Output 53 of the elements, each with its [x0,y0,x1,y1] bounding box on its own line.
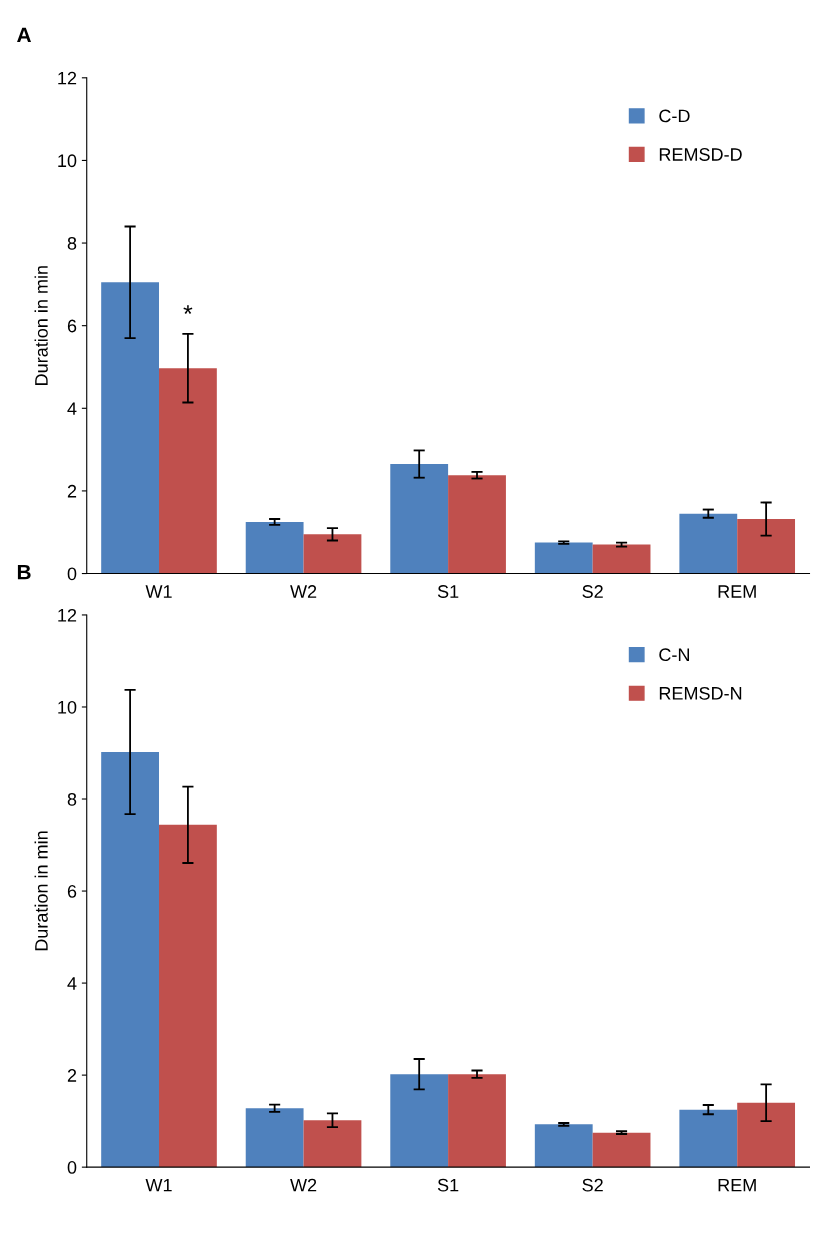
legend-label: C-N [659,648,689,662]
bar [390,1074,449,1168]
text: B [17,564,31,580]
y-tick-label: 0 [67,1161,77,1174]
bar [245,1108,304,1168]
bar [159,824,217,1168]
text: A [17,27,32,43]
bar [390,464,449,574]
bar [159,368,217,574]
legend-label: REMSD-N [659,686,742,700]
y-tick-label: 6 [67,319,77,333]
bar [448,1074,506,1168]
bar [101,752,160,1168]
bar [592,1132,651,1168]
bar [303,534,362,574]
bar [534,1124,593,1168]
y-tick-label: 10 [58,154,77,168]
y-tick-label: 2 [67,1069,77,1082]
bar [679,513,738,574]
x-tick-label: W1 [145,1178,172,1192]
y-tick-label: 8 [67,236,77,250]
bar [101,282,160,574]
y-tick-label: 2 [67,484,77,498]
y-axis-title: Duration in min [34,266,48,385]
bar [245,521,304,574]
x-tick-label: S1 [437,585,459,598]
y-axis-title: Duration in min [34,831,48,951]
bar [679,1109,738,1168]
x-tick-label: S2 [582,1178,603,1192]
bar [448,475,506,574]
legend-label: REMSD-D [659,148,742,161]
legend-label: C-D [659,109,690,123]
bar [303,1120,362,1168]
bar [534,542,593,574]
x-tick-label: REM [718,585,756,598]
x-tick-label: W2 [290,1178,317,1192]
y-tick-label: 6 [67,884,77,898]
x-tick-label: S1 [437,1178,459,1192]
x-tick-label: W1 [145,585,172,598]
x-tick-label: W2 [290,585,317,598]
y-tick-label: 0 [67,567,77,581]
x-tick-label: REM [718,1178,756,1192]
bar [737,519,796,574]
annotation: * [183,305,193,314]
y-tick-label: 4 [67,402,77,415]
bar [737,1102,796,1168]
y-tick-label: 12 [58,71,77,85]
y-tick-label: 12 [58,608,77,622]
y-tick-label: 4 [67,977,77,990]
bar [592,544,651,574]
y-tick-label: 10 [58,700,77,714]
y-tick-label: 8 [67,792,77,806]
x-tick-label: S2 [582,585,603,598]
